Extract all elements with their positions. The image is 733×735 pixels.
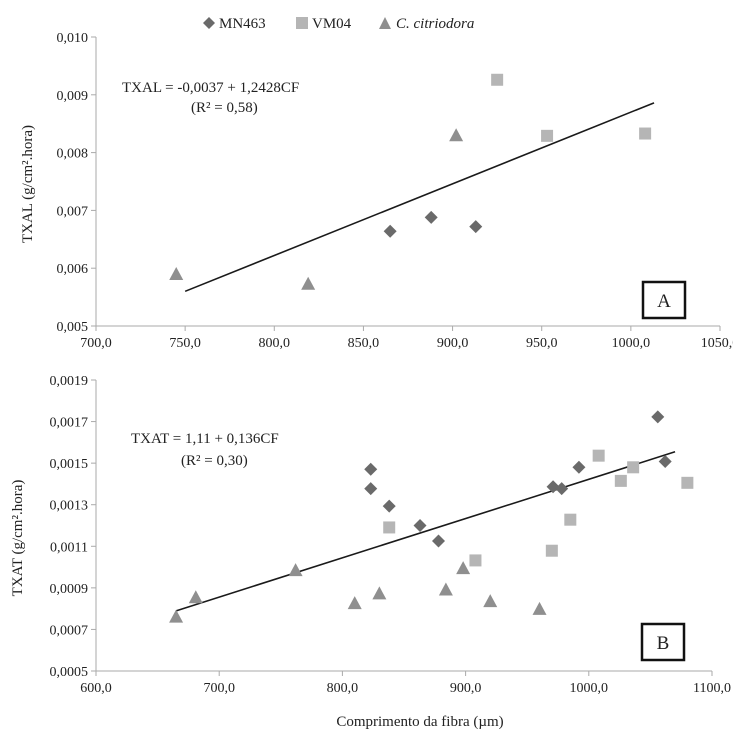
data-point-vm04 xyxy=(491,73,504,86)
data-point-mn463 xyxy=(572,460,586,474)
y-tick-label: 0,0019 xyxy=(50,374,89,389)
plot-area-a: 700,0 750,0 800,0 850,0 900,0 950,0 1000,0 1050… xyxy=(57,31,733,351)
x-tick-label: 700,0 xyxy=(80,336,112,351)
y-axis-title-b: TXAT (g/cm².hora) xyxy=(10,480,26,597)
y-axis-title-a: TXAL (g/cm².hora) xyxy=(20,125,36,243)
data-point-mn463 xyxy=(364,482,378,496)
x-tick-label: 850,0 xyxy=(348,336,380,351)
data-point-mn463 xyxy=(413,519,427,532)
x-tick-label: 800,0 xyxy=(327,681,359,696)
y-tick-label: 0,006 xyxy=(57,262,89,277)
data-point-c-citriodora xyxy=(449,128,464,142)
data-point-c-citriodora xyxy=(456,561,471,575)
legend-item-vm04: VM04 xyxy=(296,16,352,32)
data-point-mn463 xyxy=(658,454,672,468)
panel-label-b: B xyxy=(657,633,670,654)
data-point-c-citriodora xyxy=(347,596,362,610)
data-point-mn463 xyxy=(431,534,445,548)
data-point-vm04 xyxy=(545,544,558,557)
trendline-b xyxy=(175,451,676,612)
y-tick-label: 0,0007 xyxy=(50,623,89,638)
data-point-mn463 xyxy=(383,224,397,238)
data-point-vm04 xyxy=(639,127,652,140)
data-point-mn463 xyxy=(424,210,438,224)
data-point-c-citriodora xyxy=(169,609,184,623)
data-point-vm04 xyxy=(614,474,627,487)
data-point-vm04 xyxy=(383,521,396,534)
legend-label: C. citriodora xyxy=(396,16,474,32)
equation-b: TXAT = 1,11 + 0,136CF xyxy=(131,431,279,447)
y-tick-label: 0,0011 xyxy=(50,540,88,555)
x-tick-label: 950,0 xyxy=(526,336,558,351)
legend-marker-square xyxy=(296,17,308,29)
legend-label: VM04 xyxy=(312,16,352,32)
trendline-a xyxy=(184,102,655,293)
x-tick-label: 700,0 xyxy=(203,681,235,696)
y-tick-label: 0,0013 xyxy=(50,499,89,514)
data-point-mn463 xyxy=(364,462,378,476)
x-tick-label: 750,0 xyxy=(169,336,201,351)
data-point-vm04 xyxy=(681,476,694,489)
legend-item-mn463: MN463 xyxy=(203,16,266,32)
data-point-mn463 xyxy=(651,410,665,424)
x-tick-label: 800,0 xyxy=(259,336,291,351)
data-point-vm04 xyxy=(541,129,554,142)
data-point-mn463 xyxy=(546,480,560,494)
data-point-mn463 xyxy=(469,220,483,234)
y-tick-label: 0,005 xyxy=(57,320,89,335)
data-point-c-citriodora xyxy=(483,594,498,608)
legend-label: MN463 xyxy=(219,16,266,32)
chart-panel-b: 600,0 700,0 800,0 900,0 1000,0 1100,0 0,0005 0,… xyxy=(10,374,731,696)
y-tick-label: 0,0015 xyxy=(50,457,89,472)
r-squared-a: (R² = 0,58) xyxy=(191,100,258,116)
data-point-vm04 xyxy=(627,461,640,474)
legend-marker-diamond xyxy=(203,17,215,29)
panel-label-box-b xyxy=(640,622,686,662)
x-axis-title: Comprimento da fibra (µm) xyxy=(336,714,503,730)
data-point-c-citriodora xyxy=(438,582,453,596)
data-point-c-citriodora xyxy=(288,563,303,577)
y-tick-label: 0,0009 xyxy=(50,582,89,597)
y-tick-label: 0,008 xyxy=(57,147,89,162)
legend: MN463 VM04 C. citriodora xyxy=(203,16,474,32)
y-tick-label: 0,009 xyxy=(57,89,89,104)
plot-area-b: 600,0 700,0 800,0 900,0 1000,0 1100,0 0,0005 0,… xyxy=(50,374,731,696)
r-squared-b: (R² = 0,30) xyxy=(181,453,248,469)
data-point-mn463 xyxy=(382,499,396,513)
chart-panel-a: 700,0 750,0 800,0 850,0 900,0 950,0 1000,0 1050… xyxy=(20,31,733,351)
x-tick-label: 1000,0 xyxy=(612,336,651,351)
x-tick-label: 1100,0 xyxy=(693,681,731,696)
data-point-c-citriodora xyxy=(169,266,184,280)
equation-a: TXAL = -0,0037 + 1,2428CF xyxy=(122,80,299,96)
x-tick-label: 900,0 xyxy=(450,681,482,696)
data-point-vm04 xyxy=(469,554,482,567)
x-tick-label: 1000,0 xyxy=(570,681,609,696)
data-point-c-citriodora xyxy=(188,590,203,604)
x-tick-label: 600,0 xyxy=(80,681,112,696)
x-tick-label: 900,0 xyxy=(437,336,469,351)
y-tick-label: 0,007 xyxy=(57,204,89,219)
y-tick-label: 0,010 xyxy=(57,31,89,46)
legend-marker-triangle xyxy=(379,17,391,29)
data-point-c-citriodora xyxy=(301,276,316,290)
y-tick-label: 0,0017 xyxy=(50,416,89,431)
y-tick-label: 0,0005 xyxy=(50,665,89,680)
x-tick-label: 1050,0 xyxy=(701,336,733,351)
panel-label-box-a xyxy=(641,280,687,320)
legend-item-c-citriodora: C. citriodora xyxy=(379,16,474,32)
data-point-c-citriodora xyxy=(532,601,547,615)
data-point-mn463 xyxy=(555,482,569,496)
panel-label-a: A xyxy=(657,291,671,312)
data-point-c-citriodora xyxy=(372,586,387,600)
data-point-vm04 xyxy=(564,513,577,526)
data-point-vm04 xyxy=(592,449,605,462)
